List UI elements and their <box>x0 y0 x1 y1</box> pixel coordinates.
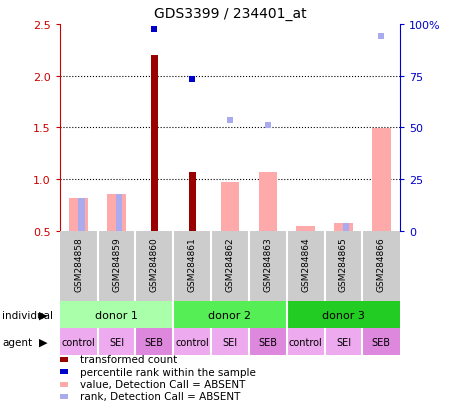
Text: transformed count: transformed count <box>80 354 177 364</box>
Bar <box>78 198 84 231</box>
Text: SEI: SEI <box>335 337 350 347</box>
Text: rank, Detection Call = ABSENT: rank, Detection Call = ABSENT <box>80 392 241 401</box>
Bar <box>116 194 122 231</box>
Text: ▶: ▶ <box>39 337 47 347</box>
Text: SEI: SEI <box>222 337 237 347</box>
Bar <box>286 301 399 328</box>
Text: control: control <box>288 337 322 347</box>
Text: donor 1: donor 1 <box>95 310 138 320</box>
Bar <box>151 56 157 231</box>
Bar <box>173 328 211 355</box>
Text: GSM284859: GSM284859 <box>112 237 121 292</box>
Text: ▶: ▶ <box>39 310 47 320</box>
Bar <box>220 183 239 231</box>
Text: GSM284865: GSM284865 <box>338 237 347 292</box>
Text: GSM284866: GSM284866 <box>376 237 385 292</box>
Bar <box>69 198 88 231</box>
Text: GSM284860: GSM284860 <box>150 237 158 292</box>
Bar <box>258 172 276 231</box>
Title: GDS3399 / 234401_at: GDS3399 / 234401_at <box>153 7 306 21</box>
Bar <box>324 328 362 355</box>
Text: SEB: SEB <box>258 337 277 347</box>
Text: GSM284858: GSM284858 <box>74 237 83 292</box>
Text: SEI: SEI <box>109 337 124 347</box>
Text: control: control <box>175 337 208 347</box>
Text: value, Detection Call = ABSENT: value, Detection Call = ABSENT <box>80 379 246 389</box>
Bar <box>334 223 352 231</box>
Bar <box>286 328 324 355</box>
Bar <box>248 328 286 355</box>
Bar <box>107 194 125 231</box>
Bar <box>188 172 196 231</box>
Bar <box>342 223 349 231</box>
Text: individual: individual <box>2 310 53 320</box>
Bar <box>296 226 314 231</box>
Bar <box>97 328 135 355</box>
Bar <box>60 328 97 355</box>
Bar <box>173 301 286 328</box>
Text: SEB: SEB <box>145 337 163 347</box>
Text: percentile rank within the sample: percentile rank within the sample <box>80 367 256 377</box>
Text: donor 3: donor 3 <box>321 310 364 320</box>
Text: agent: agent <box>2 337 32 347</box>
Bar <box>211 328 248 355</box>
Text: SEB: SEB <box>371 337 390 347</box>
Text: GSM284864: GSM284864 <box>301 237 309 292</box>
Text: GSM284862: GSM284862 <box>225 237 234 292</box>
Bar <box>135 328 173 355</box>
Bar <box>362 328 399 355</box>
Bar <box>60 301 173 328</box>
Text: donor 2: donor 2 <box>208 310 251 320</box>
Text: GSM284861: GSM284861 <box>187 237 196 292</box>
Bar <box>371 129 390 231</box>
Text: GSM284863: GSM284863 <box>263 237 272 292</box>
Text: control: control <box>62 337 95 347</box>
